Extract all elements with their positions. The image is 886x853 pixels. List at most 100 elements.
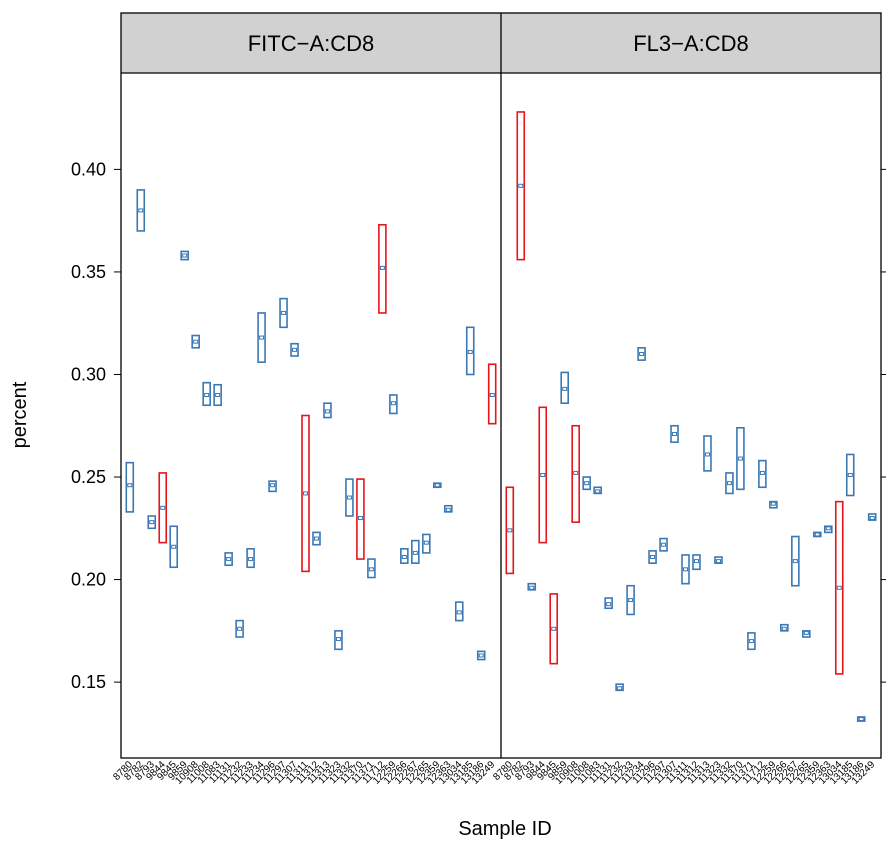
median-marker — [379, 265, 385, 270]
box-11323 — [334, 630, 343, 651]
box-11297 — [659, 537, 668, 552]
median-marker — [335, 637, 341, 642]
box-8782 — [136, 189, 146, 232]
box-12265 — [422, 533, 431, 554]
box-9859 — [180, 250, 189, 261]
median-marker — [226, 557, 232, 562]
box-11371 — [747, 632, 756, 651]
box-11008 — [582, 476, 591, 491]
median-marker — [770, 501, 776, 506]
median-marker — [628, 598, 634, 603]
box-11233 — [626, 584, 635, 616]
strip-background — [121, 13, 501, 73]
y-tick-label: 0.20 — [71, 570, 106, 590]
median-marker — [792, 559, 798, 564]
box-body — [856, 716, 866, 722]
box-11307 — [290, 342, 299, 357]
box-body — [301, 414, 310, 573]
box-body — [202, 381, 211, 407]
box-body — [400, 548, 409, 564]
median-marker — [478, 653, 484, 658]
panel-frame — [120, 12, 882, 759]
box-11312 — [692, 554, 701, 571]
median-marker — [324, 409, 330, 414]
median-marker — [661, 542, 667, 547]
box-11371 — [367, 558, 376, 579]
median-marker — [562, 386, 568, 391]
box-body — [279, 297, 288, 329]
box-body — [268, 480, 277, 493]
median-marker — [171, 544, 177, 549]
box-11370 — [736, 427, 745, 491]
box-body — [169, 525, 179, 569]
box-body — [443, 504, 453, 513]
box-body — [571, 424, 580, 523]
median-marker — [193, 339, 199, 344]
box-body — [823, 525, 833, 534]
box-body — [659, 537, 668, 552]
box-body — [692, 554, 701, 571]
box-11234 — [637, 347, 646, 361]
box-body — [802, 630, 811, 638]
box-body — [454, 601, 464, 622]
box-13034 — [454, 601, 464, 622]
median-marker — [182, 253, 188, 258]
box-11313 — [703, 435, 712, 472]
box-11131 — [224, 552, 233, 567]
box-12267 — [791, 535, 800, 587]
box-10908 — [191, 334, 200, 349]
box-11332 — [725, 472, 734, 495]
median-marker — [127, 483, 133, 488]
box-body — [593, 486, 602, 495]
box-13186 — [856, 716, 866, 722]
box-body — [125, 461, 135, 513]
box-12359 — [813, 531, 822, 538]
panel-1: FITC−A:CD8878087828793984498459859109081… — [111, 13, 501, 787]
median-marker — [759, 470, 765, 475]
box-body — [780, 623, 789, 632]
box-body — [867, 513, 877, 521]
box-12359 — [433, 482, 442, 489]
median-marker — [650, 555, 656, 560]
box-11712 — [378, 223, 387, 314]
y-tick-label: 0.40 — [71, 159, 106, 179]
median-marker — [423, 540, 429, 545]
box-11296 — [268, 480, 277, 493]
y-tick-label: 0.15 — [71, 672, 106, 692]
box-body — [389, 394, 398, 415]
box-11370 — [356, 478, 365, 560]
box-body — [378, 223, 387, 314]
box-body — [345, 478, 354, 517]
box-11311 — [301, 414, 310, 573]
box-12259 — [769, 500, 778, 509]
box-body — [670, 424, 679, 443]
box-body — [725, 472, 734, 495]
box-9845 — [549, 593, 559, 665]
box-13185 — [845, 453, 855, 497]
median-marker — [639, 351, 645, 356]
y-tick-label: 0.30 — [71, 364, 106, 384]
y-tick-label: 0.35 — [71, 262, 106, 282]
box-body — [224, 552, 233, 567]
box-13249 — [487, 363, 497, 425]
median-marker — [456, 610, 462, 615]
box-body — [323, 402, 332, 419]
box-11313 — [323, 402, 332, 419]
box-body — [487, 363, 497, 425]
box-body — [213, 383, 222, 407]
box-body — [147, 515, 157, 530]
box-body — [626, 584, 635, 616]
median-marker — [869, 516, 875, 521]
box-body — [791, 535, 800, 587]
median-marker — [518, 183, 524, 188]
box-11323 — [714, 556, 723, 564]
box-body — [703, 435, 712, 472]
box-body — [422, 533, 431, 554]
median-marker — [672, 431, 678, 436]
box-body — [465, 326, 475, 376]
box-8793 — [147, 515, 157, 530]
x-axis-title: Sample ID — [458, 818, 551, 840]
median-marker — [606, 602, 612, 607]
median-marker — [445, 507, 451, 512]
box-body — [246, 548, 255, 569]
